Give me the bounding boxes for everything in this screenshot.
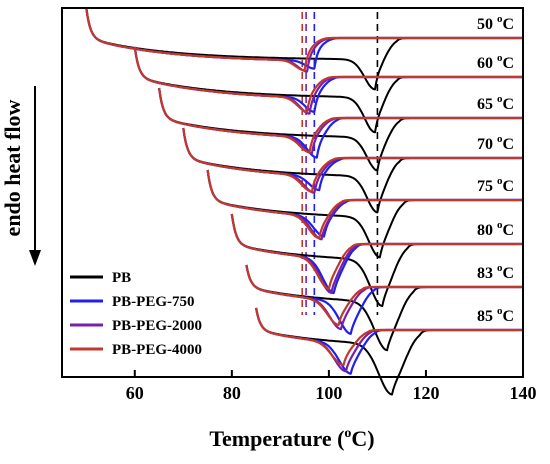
curves <box>85 7 523 396</box>
curve-pb-peg-4000-80 <box>230 213 523 290</box>
curve-pb-peg-2000-50 <box>85 7 523 73</box>
x-tick-label: 100 <box>315 383 342 403</box>
isothermal-label: 83 oC <box>477 262 514 282</box>
isothermal-label: 80 oC <box>477 219 514 239</box>
curve-pb-peg-750-65 <box>158 87 523 159</box>
curve-pb-peg-4000-65 <box>158 87 523 154</box>
x-tick-label: 60 <box>126 383 144 403</box>
x-tick-label: 80 <box>223 383 241 403</box>
y-axis-title: endo heat flow <box>0 99 25 236</box>
curve-pb-peg-4000-60 <box>133 46 523 113</box>
x-tick-label: 120 <box>412 383 439 403</box>
curve-pb-peg-4000-83 <box>245 264 523 326</box>
isothermal-label: 70 oC <box>477 133 514 153</box>
isothermal-label: 50 oC <box>477 13 514 33</box>
isothermal-label: 85 oC <box>477 305 514 325</box>
curve-pb-peg-4000-70 <box>182 127 523 193</box>
plot-frame <box>61 7 524 378</box>
curve-pb-peg-750-75 <box>206 169 523 238</box>
curve-pb-peg-4000-75 <box>206 169 523 240</box>
curve-pb-peg-4000-85 <box>255 307 523 367</box>
legend: PB PB-PEG-750 PB-PEG-2000 PB-PEG-4000 <box>70 270 202 358</box>
x-tick-label: 140 <box>510 383 537 403</box>
isothermal-label: 75 oC <box>477 175 514 195</box>
legend-label: PB-PEG-2000 <box>112 318 202 334</box>
isothermal-label: 60 oC <box>477 52 514 72</box>
y-axis-arrow <box>29 86 41 266</box>
curve-pb-peg-4000-50 <box>85 7 523 72</box>
curve-pb-peg-2000-75 <box>206 169 523 241</box>
x-ticks: 60 80 100 120 140 <box>126 370 537 403</box>
x-axis-title: Temperature (oC) <box>209 426 374 451</box>
legend-label: PB <box>112 270 131 286</box>
legend-label: PB-PEG-4000 <box>112 342 202 358</box>
curve-labels: 50 oC 60 oC 65 oC 70 oC 75 oC 80 oC 83 oC 85 oC <box>477 13 514 325</box>
curve-pb-peg-2000-70 <box>182 127 523 194</box>
legend-label: PB-PEG-750 <box>112 294 195 310</box>
isothermal-label: 65 oC <box>477 93 514 113</box>
